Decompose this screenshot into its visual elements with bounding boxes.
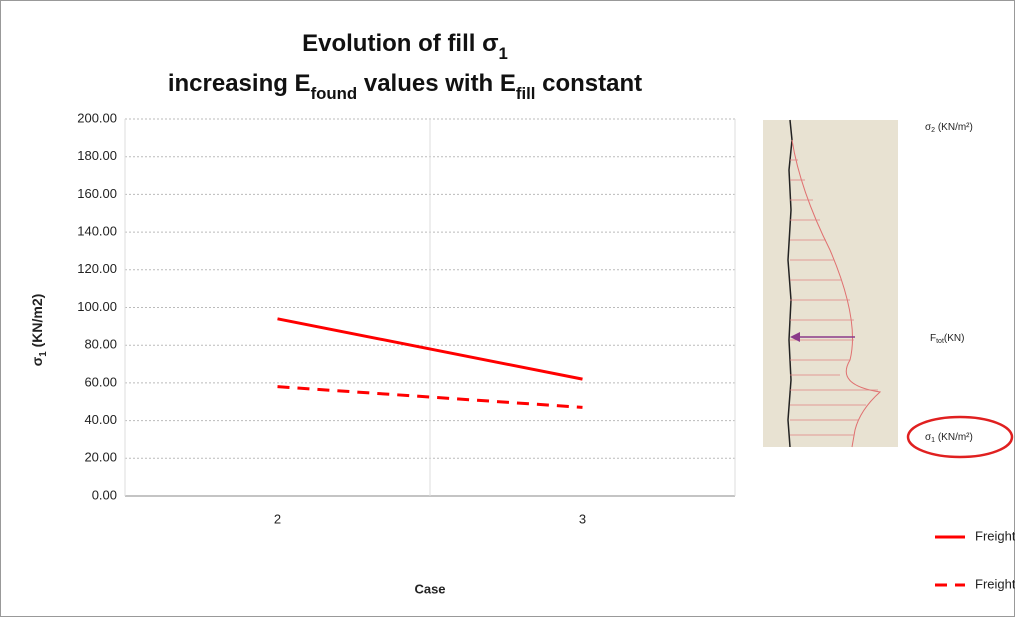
inset-curve <box>791 139 882 448</box>
data-line <box>277 317 583 381</box>
chart-title: Evolution of fill σ1 <box>302 30 508 63</box>
inset-label: Ftot(KN) <box>930 333 964 346</box>
title-text: values with E <box>357 70 516 97</box>
label-sub: 2 <box>931 127 935 134</box>
inset-label: σ2 (KN/m²) <box>925 122 973 135</box>
x-axis-label: Case <box>414 581 445 596</box>
y-axis-label: σ1 (KN/m2) <box>29 294 49 367</box>
label-text: F <box>930 333 936 344</box>
label-sub: tot <box>936 338 944 345</box>
force-arrowhead <box>790 332 800 342</box>
title-text: constant <box>535 70 642 97</box>
inset-diagram: σ2 (KN/m²) Ftot(KN) σ1 (KN/m²) <box>763 119 1014 459</box>
y-tick-label: 160.00 <box>77 186 117 201</box>
label-sub: 1 <box>931 437 935 444</box>
label-text: (KN/m2) <box>29 294 45 352</box>
y-tick-label: 60.00 <box>84 374 117 389</box>
y-tick-label: 180.00 <box>77 148 117 163</box>
legend-label: Freight IQ2-Q1Imax S=8m <box>975 528 1015 543</box>
y-tick-label: 80.00 <box>84 337 117 352</box>
inset-label: σ1 (KN/m²) <box>925 432 973 445</box>
y-tick-label: 200.00 <box>77 110 117 125</box>
title-text: Evolution of fill σ <box>302 30 498 57</box>
y-tick-label: 40.00 <box>84 412 117 427</box>
label-text: σ <box>29 356 45 366</box>
legend-label: Freight IQImax S=8m <box>975 576 1015 591</box>
inset-background <box>763 120 898 447</box>
label-text: σ <box>925 432 932 443</box>
label-text: σ <box>925 122 932 133</box>
data-line <box>277 385 583 409</box>
inset-hatching <box>790 159 878 436</box>
y-tick-label: 140.00 <box>77 224 117 239</box>
y-tick-label: 120.00 <box>77 261 117 276</box>
title-sub: found <box>311 84 358 103</box>
title-sub: fill <box>516 84 536 103</box>
x-tick-label: 2 <box>274 511 281 526</box>
highlight-ellipse <box>906 415 1014 459</box>
title-sub: 1 <box>499 44 508 63</box>
inset-axis <box>787 119 793 448</box>
label-sub: 1 <box>38 351 49 357</box>
label-text: (KN/m²) <box>935 122 973 133</box>
y-tick-label: 100.00 <box>77 299 117 314</box>
label-text: (KN) <box>944 333 965 344</box>
y-tick-label: 20.00 <box>84 450 117 465</box>
title-text: increasing E <box>168 70 311 97</box>
y-tick-label: 0.00 <box>92 487 117 502</box>
chart-title: increasing Efound values with Efill cons… <box>168 70 642 103</box>
x-tick-label: 3 <box>579 511 586 526</box>
label-text: (KN/m²) <box>935 432 973 443</box>
